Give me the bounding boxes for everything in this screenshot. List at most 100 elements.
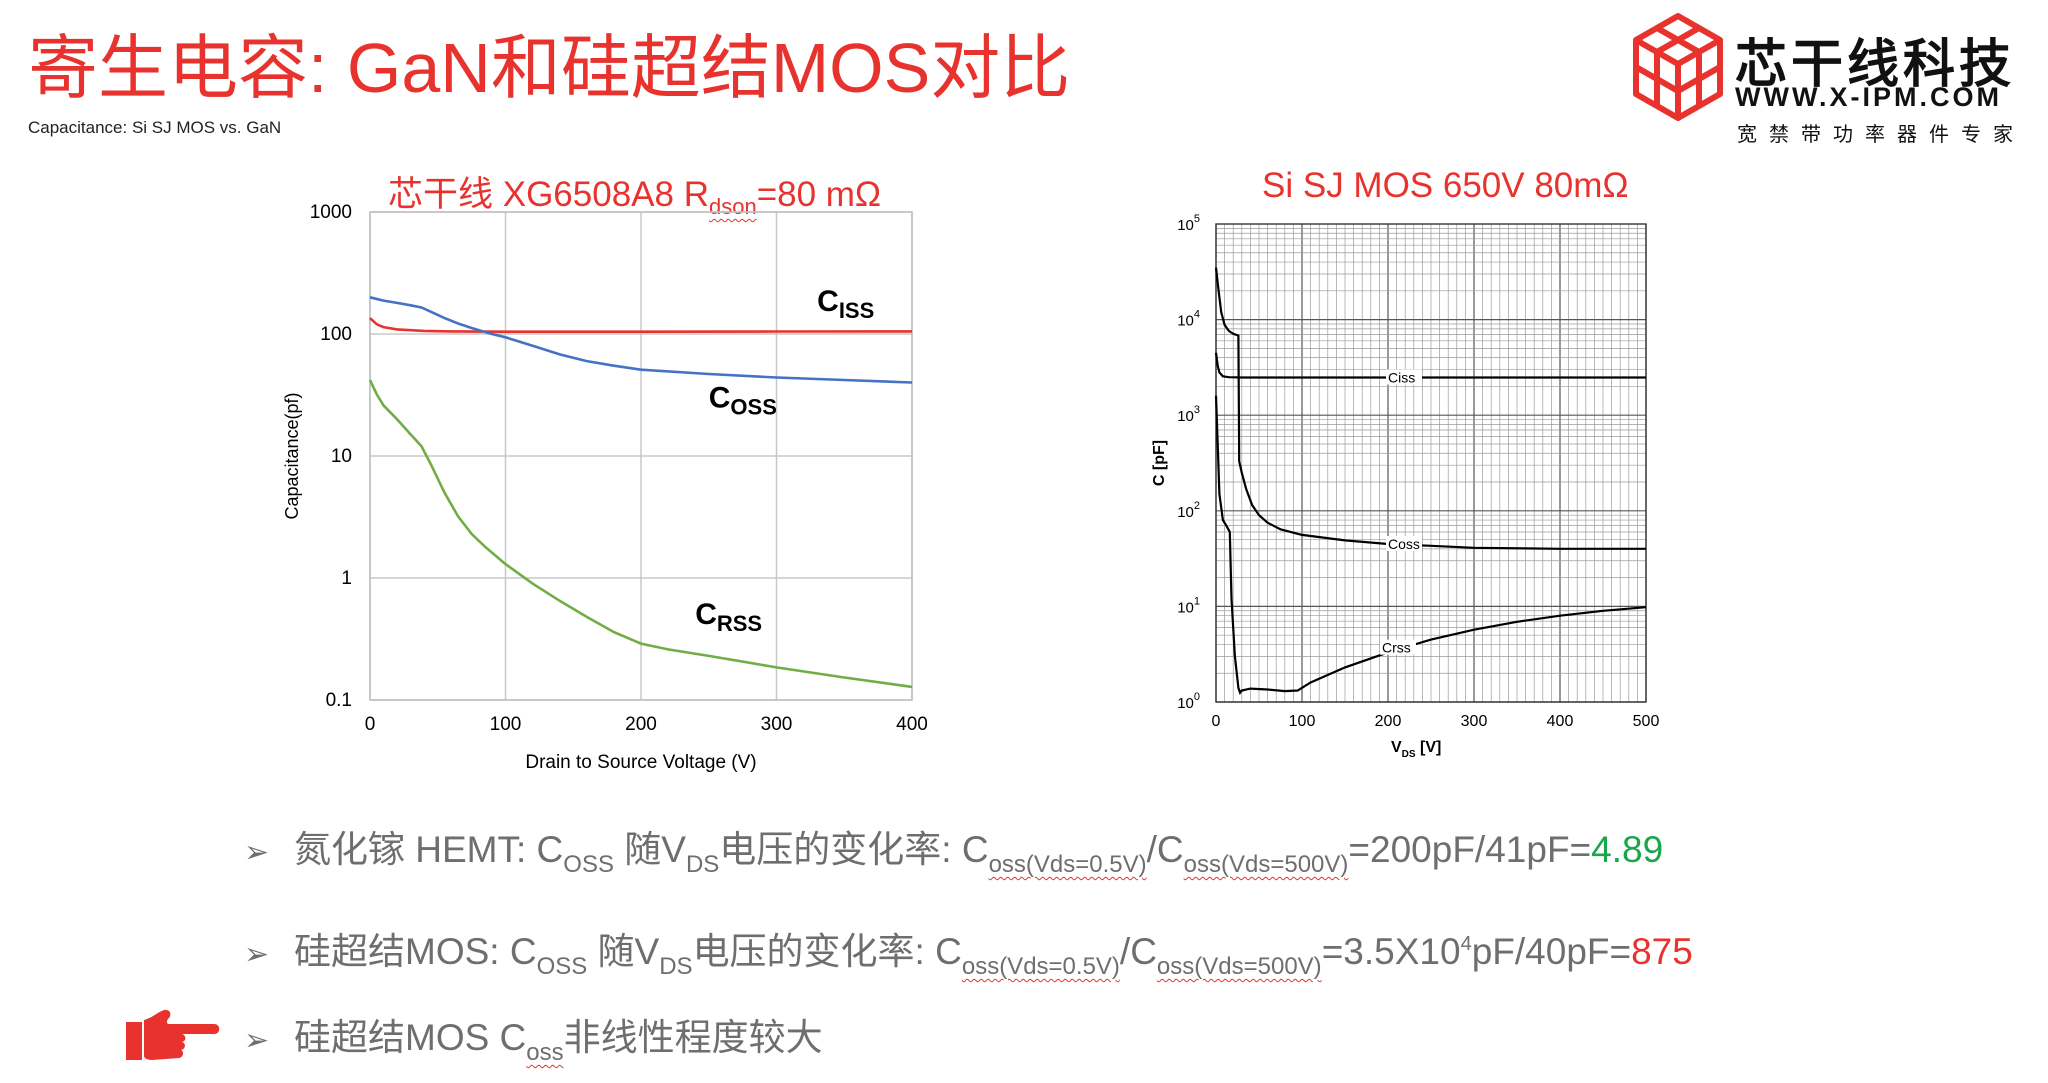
bullet-text-part: oss(Vds=500V) (1183, 851, 1349, 878)
series-label-background (1379, 639, 1416, 655)
series-label-main: C (709, 381, 731, 414)
gan-chart-title: 芯干线 XG6508A8 Rdson=80 mΩ (388, 175, 882, 219)
page-subtitle: Capacitance: Si SJ MOS vs. GaN (28, 118, 282, 137)
bullet-text-part: DS (685, 851, 720, 878)
series-label-main: C (695, 598, 717, 631)
x-tick-label: 400 (1547, 713, 1574, 730)
y-tick-base: 10 (1177, 599, 1194, 616)
y-axis-label: C [pF] (1151, 440, 1168, 486)
x-tick-label: 200 (1375, 713, 1402, 730)
x-axis-label-part: DS (1402, 749, 1416, 760)
ratio-value: 875 (1631, 931, 1693, 972)
x-tick-label: 100 (1289, 713, 1316, 730)
series-label-oss: COSS (709, 381, 777, 419)
x-tick-label: 0 (365, 714, 376, 735)
y-tick-label: 100 (1177, 691, 1200, 712)
bullet-text-part: OSS (536, 953, 588, 980)
bullet-text-part: pF/40pF= (1471, 931, 1632, 972)
page-title: 寄生电容: GaN和硅超结MOS对比 (28, 29, 1071, 107)
series-label-coss: Coss (1388, 536, 1420, 552)
bullet-item: ➢ 氮化镓 HEMT: COSS 随VDS电压的变化率: Coss(Vds=0.5… (244, 828, 1663, 887)
series-label-crss: Crss (1382, 640, 1411, 656)
pointing-hand-icon (126, 1009, 220, 1060)
y-tick-exponent: 1 (1194, 595, 1200, 607)
x-axis-label: VDS [V] (1391, 739, 1441, 760)
series-line-crss (1214, 395, 1647, 695)
y-tick-label: 103 (1177, 404, 1200, 425)
bullet-text-part: 电压的变化率: C (692, 931, 962, 972)
bullet-arrow-icon: ➢ (244, 836, 270, 869)
y-tick-label: 1000 (310, 202, 352, 223)
bullet-arrow-icon: ➢ (244, 1024, 270, 1057)
gan-capacitance-chart: 0 100 200 300 400 0.1 1 10 100 1000 Drain to Sourc… (282, 202, 928, 773)
logo-cube-icon (1633, 13, 1723, 121)
series-label-iss: CISS (817, 285, 874, 323)
series-line-iss (369, 317, 913, 333)
y-tick-label: 102 (1177, 500, 1200, 521)
bullet-item: ➢ 硅超结MOS: COSS 随VDS电压的变化率: Coss(Vds=0.5V)… (244, 922, 1693, 989)
logo-slogan: 宽禁带功率器件专家 (1737, 122, 2025, 146)
y-tick-label: 100 (320, 324, 352, 345)
y-tick-label: 10 (331, 446, 352, 467)
bullet-text-part: 电压的变化率: C (719, 829, 989, 870)
bullet-text-part: 非线性程度较大 (563, 1017, 823, 1058)
series-label-background (1386, 535, 1422, 551)
series-line-rss (368, 379, 913, 689)
x-axis-label: Drain to Source Voltage (V) (525, 752, 756, 773)
bullet-arrow-icon: ➢ (244, 938, 270, 971)
bullet-text-part: 4 (1460, 933, 1472, 955)
y-tick-base: 10 (1177, 408, 1194, 425)
bullet-text-part: DS (659, 953, 693, 980)
bullet-text-part: oss(Vds=0.5V) (961, 953, 1120, 980)
series-label-ciss: Ciss (1388, 369, 1415, 385)
bullet-text-part: 硅超结MOS C (294, 1017, 527, 1058)
bullet-text-part: oss (526, 1039, 564, 1066)
bullet-text-part: 氮化镓 HEMT: C (294, 829, 564, 870)
plot-frame (1215, 223, 1647, 703)
series-label-background (1386, 369, 1422, 385)
y-tick-label: 101 (1177, 595, 1200, 616)
x-tick-label: 500 (1633, 713, 1660, 730)
y-tick-base: 10 (1177, 504, 1194, 521)
y-tick-base: 10 (1177, 217, 1194, 234)
series-label-sub: OSS (730, 394, 776, 419)
bullet-text-part: 随V (587, 931, 660, 972)
x-tick-label: 100 (490, 714, 522, 735)
bullet-text-part: =200pF/41pF= (1348, 829, 1592, 870)
bullet-text-part: /C (1119, 931, 1157, 972)
logo-url: WWW.X-IPM.COM (1735, 82, 2002, 112)
bullet-text-part: =3.5X10 (1321, 931, 1461, 972)
y-tick-label: 0.1 (326, 690, 352, 711)
ratio-value: 4.89 (1591, 829, 1664, 870)
x-axis-label-part: [V] (1416, 739, 1442, 756)
si-chart-title: Si SJ MOS 650V 80mΩ (1262, 166, 1629, 205)
series-line-oss (369, 296, 913, 384)
x-tick-label: 300 (761, 714, 793, 735)
logo-name: 芯干线科技 (1735, 35, 2016, 95)
series-label-sub: ISS (839, 298, 874, 323)
bullet-item: ➢ 硅超结MOS Coss非线性程度较大 (244, 1016, 823, 1075)
bullet-text-part: /C (1146, 829, 1184, 870)
x-tick-label: 200 (625, 714, 657, 735)
series-label-rss: CRSS (695, 598, 762, 636)
y-axis-label: Capacitance(pf) (282, 392, 302, 519)
y-tick-exponent: 4 (1194, 309, 1200, 321)
bullet-text-part: oss(Vds=500V) (1156, 953, 1322, 980)
y-tick-base: 10 (1177, 695, 1194, 712)
y-tick-exponent: 5 (1194, 213, 1200, 225)
plot-frame (369, 211, 913, 701)
y-tick-label: 1 (341, 568, 352, 589)
x-tick-label: 0 (1212, 713, 1221, 730)
y-tick-exponent: 2 (1194, 500, 1200, 512)
series-label-sub: RSS (717, 611, 762, 636)
bullet-text-part: 硅超结MOS: C (294, 931, 537, 972)
bullet-text-part: 随V (613, 829, 686, 870)
bullet-text-part: OSS (563, 851, 614, 878)
y-tick-label: 104 (1177, 309, 1200, 330)
y-tick-exponent: 3 (1194, 404, 1200, 416)
y-tick-label: 105 (1177, 213, 1200, 234)
series-label-main: C (817, 285, 839, 318)
x-axis-label-part: V (1391, 739, 1402, 756)
company-logo: 芯干线科技 WWW.X-IPM.COM 宽禁带功率器件专家 (1630, 8, 2040, 146)
